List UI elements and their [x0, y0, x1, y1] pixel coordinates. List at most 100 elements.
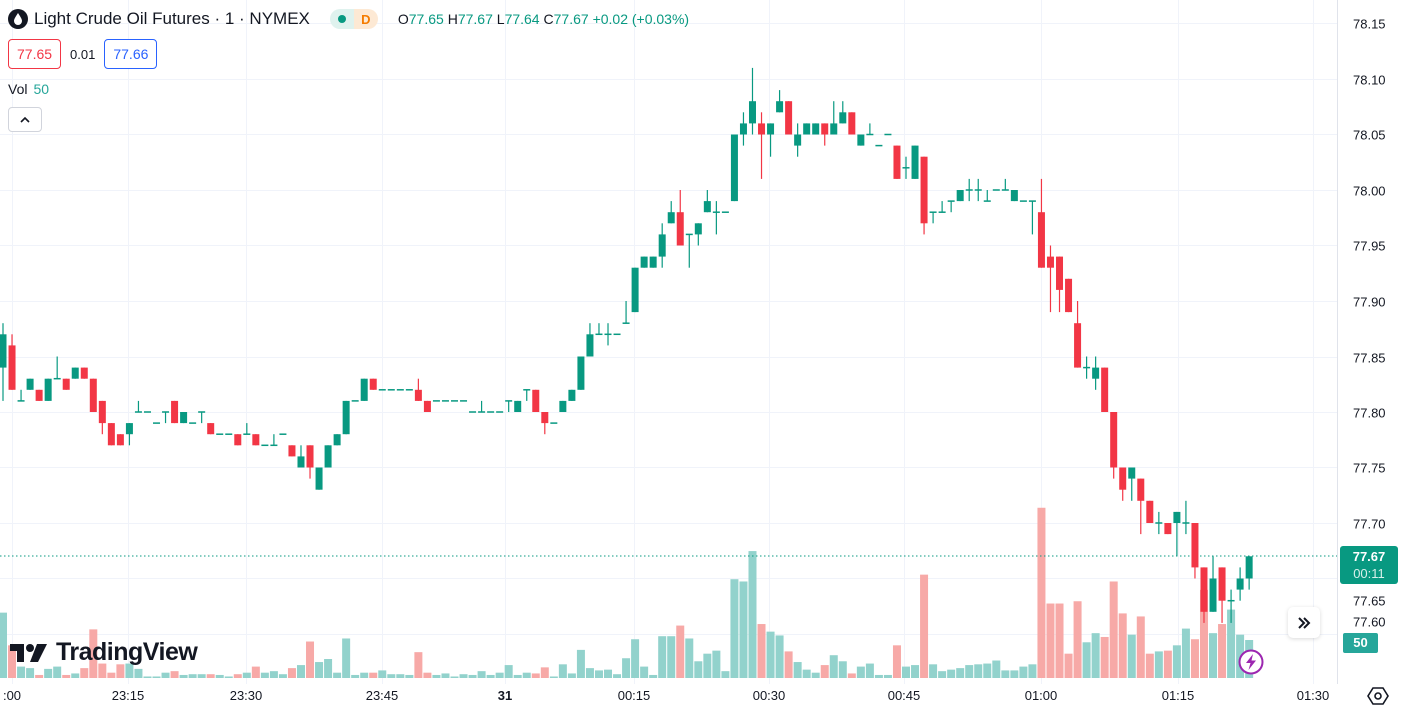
- volume-bar: [567, 673, 576, 678]
- volume-bar: [1199, 589, 1208, 678]
- price-tick-label: 77.85: [1353, 350, 1386, 365]
- candle-body: [396, 389, 404, 391]
- price-tick-label: 77.80: [1353, 405, 1386, 420]
- candle-body: [929, 211, 937, 213]
- open-label: O: [397, 11, 409, 27]
- volume-bar: [269, 671, 278, 678]
- volume-bar: [387, 674, 396, 678]
- candle-body: [1155, 522, 1163, 524]
- candle-body: [423, 400, 431, 412]
- candle-body: [703, 201, 711, 213]
- oil-drop-icon: [8, 9, 28, 29]
- candle-body: [360, 378, 368, 401]
- market-status-badge[interactable]: D: [329, 9, 378, 29]
- lightning-icon[interactable]: [1238, 649, 1264, 675]
- time-tick-label: 01:00: [1024, 688, 1058, 703]
- volume-bar: [89, 629, 98, 678]
- candle-body: [1083, 366, 1091, 369]
- volume-bar: [1127, 634, 1136, 678]
- candle-body: [1164, 523, 1172, 535]
- candle-body: [568, 389, 576, 401]
- candle-body: [1001, 189, 1009, 191]
- symbol-title[interactable]: Light Crude Oil Futures · 1 · NYMEX: [34, 9, 310, 28]
- volume-bar: [829, 655, 838, 678]
- volume-bar: [1181, 628, 1190, 678]
- volume-bar: [450, 676, 459, 678]
- tradingview-logo[interactable]: TradingView: [10, 638, 198, 667]
- volume-bar: [1073, 601, 1082, 678]
- volume-bar: [35, 674, 44, 678]
- volume-bar: [1227, 609, 1236, 678]
- settings-icon[interactable]: [1367, 685, 1389, 707]
- candle-body: [342, 400, 350, 435]
- volume-bar: [658, 636, 667, 678]
- candle-body: [1056, 256, 1064, 290]
- volume-bar: [8, 645, 17, 678]
- volume-bar: [739, 581, 748, 678]
- candle-body: [252, 434, 260, 446]
- volume-bar: [513, 674, 522, 678]
- volume-bar: [414, 652, 423, 678]
- buy-button[interactable]: 77.66: [104, 39, 158, 69]
- candle-body: [288, 445, 296, 457]
- volume-bar: [1209, 633, 1218, 678]
- candle-body: [739, 123, 747, 135]
- volume-bar: [342, 638, 351, 678]
- volume-bar: [459, 674, 468, 678]
- volume-bar: [667, 636, 676, 678]
- price-tick-label: 77.95: [1353, 238, 1386, 253]
- scroll-to-realtime-button[interactable]: [1288, 607, 1320, 638]
- volume-legend[interactable]: Vol 50: [8, 81, 49, 97]
- candle-body: [496, 411, 504, 413]
- volume-bar: [1082, 642, 1091, 678]
- volume-bar: [278, 674, 287, 678]
- volume-bar: [649, 674, 658, 678]
- candle-body: [234, 434, 242, 446]
- candle-body: [965, 189, 973, 191]
- candle-body: [432, 400, 440, 402]
- time-tick-label: 00:30: [752, 688, 786, 703]
- collapse-legend-button[interactable]: [8, 107, 42, 132]
- candle-body: [1173, 511, 1181, 523]
- candles: [0, 67, 1253, 623]
- volume-bar: [1145, 653, 1154, 678]
- volume-bar: [856, 666, 865, 678]
- candle-body: [767, 123, 775, 135]
- sell-button[interactable]: 77.65: [8, 39, 62, 69]
- volume-bar: [549, 676, 558, 678]
- volume-bar: [757, 624, 766, 678]
- volume-bar: [1163, 650, 1172, 678]
- time-tick-label: 00:45: [887, 688, 921, 703]
- delayed-data-badge: D: [353, 9, 378, 29]
- candle-body: [62, 378, 70, 390]
- volume-bar: [585, 668, 594, 678]
- price-tick-label: 77.75: [1353, 460, 1386, 475]
- spread-value: 0.01: [70, 46, 96, 62]
- volume-bar: [938, 671, 947, 678]
- volume-bar: [892, 645, 901, 678]
- candle-body: [107, 423, 115, 446]
- volume-bar: [1109, 581, 1118, 678]
- candle-body: [134, 411, 142, 413]
- trade-panel: 77.65 0.01 77.66: [8, 39, 158, 69]
- candle-body: [153, 422, 161, 424]
- volume-bar: [287, 668, 296, 678]
- volume-bar: [1055, 603, 1064, 678]
- price-tick-label: 77.60: [1353, 614, 1386, 629]
- candle-body: [17, 400, 25, 402]
- volume-bar: [811, 672, 820, 678]
- candle-body: [469, 411, 477, 413]
- volume-bar: [802, 669, 811, 678]
- candle-body: [884, 133, 892, 136]
- time-tick-label: 23:45: [365, 688, 399, 703]
- candle-body: [26, 378, 34, 390]
- time-tick-label: 23:30: [229, 688, 263, 703]
- candle-body: [243, 433, 251, 435]
- candle-body: [785, 101, 793, 135]
- candle-body: [270, 444, 278, 447]
- volume-bar: [1010, 670, 1019, 678]
- time-tick-label: 00:15: [617, 688, 651, 703]
- candle-body: [857, 134, 865, 146]
- candle-body: [803, 123, 811, 135]
